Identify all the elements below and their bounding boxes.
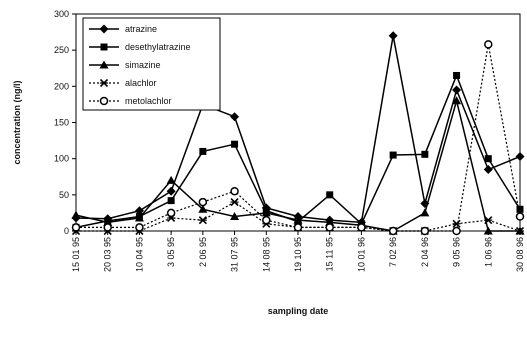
data-point-desethylatrazine: [453, 71, 461, 79]
x-tick-label: 2 04 96: [420, 237, 430, 267]
data-point-metolachlor: [452, 226, 461, 236]
data-point-simazine: [420, 208, 430, 217]
data-point-atrazine: [134, 206, 144, 216]
data-point-desethylatrazine: [326, 191, 334, 199]
data-point-desethylatrazine: [231, 140, 239, 148]
data-point-alachlor: [198, 216, 207, 225]
data-point-metolachlor: [293, 223, 303, 232]
data-point-alachlor: [452, 219, 461, 228]
x-tick-label: 9 05 96: [452, 237, 462, 267]
x-axis-title: sampling date: [268, 306, 329, 316]
x-tick-label: 19 10 95: [293, 237, 303, 272]
y-tick-label: 200: [54, 81, 69, 91]
data-point-metolachlor: [420, 226, 430, 236]
data-point-alachlor: [230, 198, 239, 207]
x-tick-label: 10 01 96: [356, 237, 366, 272]
x-tick-label: 15 01 95: [71, 237, 81, 272]
data-point-metolachlor: [357, 223, 366, 232]
legend-label: metolachlor: [125, 96, 172, 106]
y-tick-label: 300: [54, 9, 69, 19]
data-point-simazine: [71, 210, 81, 219]
data-point-alachlor: [515, 226, 525, 236]
y-tick-label: 0: [64, 226, 69, 236]
x-tick-label: 10 04 95: [134, 237, 144, 272]
data-point-desethylatrazine: [484, 155, 492, 163]
data-point-simazine: [198, 204, 208, 213]
legend: atrazine desethylatrazine simazine alachlor…: [82, 17, 221, 111]
data-point-metolachlor: [135, 223, 144, 232]
legend-label: simazine: [125, 60, 161, 70]
data-point-atrazine: [388, 31, 398, 41]
data-point-desethylatrazine: [421, 150, 429, 158]
x-tick-label: 7 02 96: [388, 237, 398, 267]
data-point-metolachlor: [388, 226, 398, 236]
legend-item-atrazine: atrazine: [89, 24, 157, 34]
y-axis-title: concentration (ng/l): [12, 81, 22, 165]
data-point-simazine: [230, 212, 240, 221]
y-tick-label: 250: [54, 45, 69, 55]
data-point-simazine: [134, 213, 144, 222]
x-tick-label: 1 06 96: [483, 237, 493, 267]
legend-label: alachlor: [125, 78, 157, 88]
y-tick-label: 150: [54, 118, 69, 128]
legend-marker: [99, 24, 109, 34]
data-point-metolachlor: [515, 212, 525, 221]
data-point-metolachlor: [230, 186, 239, 196]
x-tick-label: 14 08 95: [261, 237, 271, 272]
x-tick-label: 20 03 95: [103, 237, 113, 272]
legend-marker: [100, 43, 108, 51]
legend-marker: [99, 96, 109, 106]
legend-marker: [99, 60, 109, 69]
legend-item-metolachlor: metolachlor: [89, 96, 172, 106]
legend-label: desethylatrazine: [125, 42, 191, 52]
data-point-metolachlor: [484, 40, 493, 49]
data-point-atrazine: [515, 151, 525, 161]
legend-item-simazine: simazine: [89, 60, 161, 70]
data-point-atrazine: [166, 186, 176, 196]
data-point-simazine: [261, 208, 271, 217]
x-tick-label: 2 06 95: [198, 237, 208, 267]
data-point-metolachlor: [198, 197, 208, 207]
data-point-metolachlor: [71, 223, 81, 232]
x-tick-label: 30 08 96: [515, 237, 525, 272]
data-point-desethylatrazine: [516, 205, 524, 213]
data-point-metolachlor: [166, 208, 176, 218]
x-tick-label: 15 11 95: [325, 237, 335, 271]
legend-item-desethylatrazine: desethylatrazine: [89, 42, 191, 52]
data-point-atrazine: [483, 165, 493, 175]
y-tick-label: 100: [54, 154, 69, 164]
x-tick-label: 3 05 95: [166, 237, 176, 267]
x-tick-label: 31 07 95: [230, 237, 240, 272]
data-point-metolachlor: [262, 215, 271, 225]
data-point-simazine: [483, 226, 493, 235]
series-metolachlor: [71, 40, 525, 236]
data-point-desethylatrazine: [167, 197, 175, 205]
data-point-simazine: [452, 96, 462, 105]
data-point-metolachlor: [325, 223, 334, 232]
data-point-alachlor: [484, 216, 493, 225]
data-point-desethylatrazine: [389, 151, 397, 159]
data-point-atrazine: [452, 85, 462, 95]
plot-area: 0 50 100 150 200 250 300 15 01 95 20 03 95 10 04 …: [54, 9, 525, 272]
legend-item-alachlor: alachlor: [89, 78, 157, 88]
data-point-simazine: [293, 215, 303, 224]
y-tick-label: 50: [59, 190, 69, 200]
data-point-simazine: [166, 175, 176, 184]
legend-marker: [99, 78, 109, 88]
data-point-metolachlor: [103, 223, 112, 232]
data-point-desethylatrazine: [199, 147, 207, 155]
data-point-atrazine: [230, 112, 240, 122]
legend-label: atrazine: [125, 24, 157, 34]
